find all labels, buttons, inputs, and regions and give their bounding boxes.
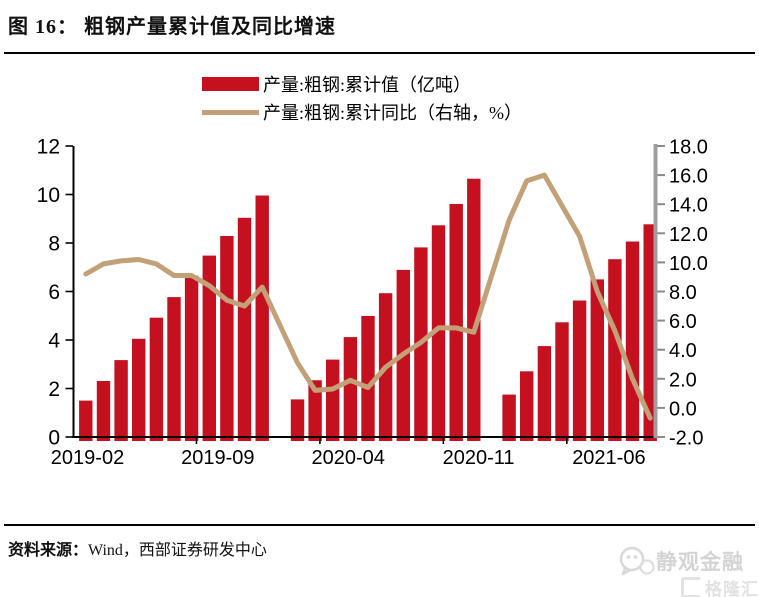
gelonghui-logo-icon [681, 577, 702, 597]
bar-2019-05 [132, 338, 146, 441]
bar-2019-11 [237, 217, 252, 441]
bar-2019-06 [149, 317, 164, 441]
bar-2020-05 [343, 337, 358, 441]
bar-2021-06 [572, 300, 587, 441]
bar-2020-04 [326, 359, 340, 441]
bar-2021-05 [555, 322, 569, 441]
left-axis-tick-label: 4 [48, 330, 60, 353]
source-text: Wind，西部证券研发中心 [88, 542, 267, 559]
bar-2019-07 [167, 297, 181, 441]
bar-2020-11 [449, 204, 463, 441]
source-note: 资料来源：Wind，西部证券研发中心 [8, 536, 267, 560]
right-axis-tick-label: -2.0 [669, 428, 703, 450]
bar-2019-12 [255, 195, 269, 441]
bar-2020-10 [431, 225, 446, 441]
right-axis-tick-label: 14.0 [669, 195, 708, 217]
right-axis-tick-label: 2.0 [669, 369, 697, 391]
watermark: 静观金融 格隆汇 [618, 545, 759, 597]
bar-2021-09 [625, 241, 640, 441]
bar-2021-07 [590, 279, 604, 441]
left-axis-tick-label: 6 [48, 281, 60, 304]
bar-2021-02 [502, 394, 516, 441]
bar-series-swatch [202, 77, 259, 91]
yoy-line [83, 172, 653, 421]
x-axis-tick-label: 2020-11 [443, 447, 515, 469]
bar-2020-12 [467, 178, 481, 441]
bar-2019-03 [96, 381, 111, 441]
right-axis-tick-label: 10.0 [669, 253, 708, 275]
bar-2019-02 [79, 400, 93, 441]
watermark-logo-text: 格隆汇 [705, 580, 759, 597]
legend-item-production: 产量:粗钢:累计值（亿吨） [202, 70, 522, 98]
bar-2020-03 [308, 380, 322, 441]
watermark-logo-row: 格隆汇 [618, 575, 759, 597]
left-axis-tick-label: 0 [48, 427, 60, 450]
watermark-name: 静观金融 [656, 550, 744, 574]
bar-2019-10 [220, 236, 234, 441]
legend-label-yoy: 产量:粗钢:累计同比（右轴，%） [263, 103, 522, 123]
bar-2021-04 [537, 346, 552, 441]
chart-legend: 产量:粗钢:累计值（亿吨） 产量:粗钢:累计同比（右轴，%） [202, 70, 522, 126]
right-axis-tick-label: 0.0 [669, 398, 697, 420]
watermark-brand-row: 静观金融 [618, 545, 759, 577]
x-axis-tick-label: 2021-06 [572, 447, 645, 469]
chat-bubbles-icon [619, 546, 655, 576]
left-axis-tick-label: 2 [48, 378, 60, 401]
bar-2020-06 [361, 316, 375, 441]
legend-item-yoy: 产量:粗钢:累计同比（右轴，%） [202, 98, 522, 126]
left-axis-tick-label: 8 [48, 233, 60, 256]
bottom-divider [4, 524, 755, 526]
x-axis-tick-label: 2020-04 [311, 447, 384, 469]
legend-label-production: 产量:粗钢:累计值（亿吨） [263, 75, 472, 95]
right-axis-tick-label: 16.0 [669, 166, 708, 188]
line-series-swatch [202, 109, 259, 115]
right-axis-tick-label: 6.0 [669, 311, 697, 333]
bar-2021-08 [608, 259, 622, 441]
bar-2021-03 [520, 371, 534, 441]
top-divider [4, 52, 755, 54]
bar-2019-04 [114, 360, 128, 441]
x-axis-tick-label: 2019-02 [51, 447, 124, 469]
right-axis-tick-label: 4.0 [669, 340, 697, 362]
bar-2019-08 [184, 275, 199, 441]
bar-2019-09 [202, 255, 216, 441]
left-axis-tick-label: 12 [37, 136, 60, 159]
source-label: 资料来源： [8, 542, 89, 559]
right-axis-tick-label: 12.0 [669, 224, 708, 246]
right-axis-tick-label: 8.0 [669, 282, 697, 304]
figure-title: 图 16： 粗钢产量累计值及同比增速 [8, 16, 336, 38]
x-axis-tick-label: 2019-09 [181, 447, 254, 469]
left-axis-tick-label: 10 [37, 184, 60, 207]
bar-2020-02 [290, 399, 305, 441]
right-axis-tick-label: 18.0 [669, 137, 708, 159]
